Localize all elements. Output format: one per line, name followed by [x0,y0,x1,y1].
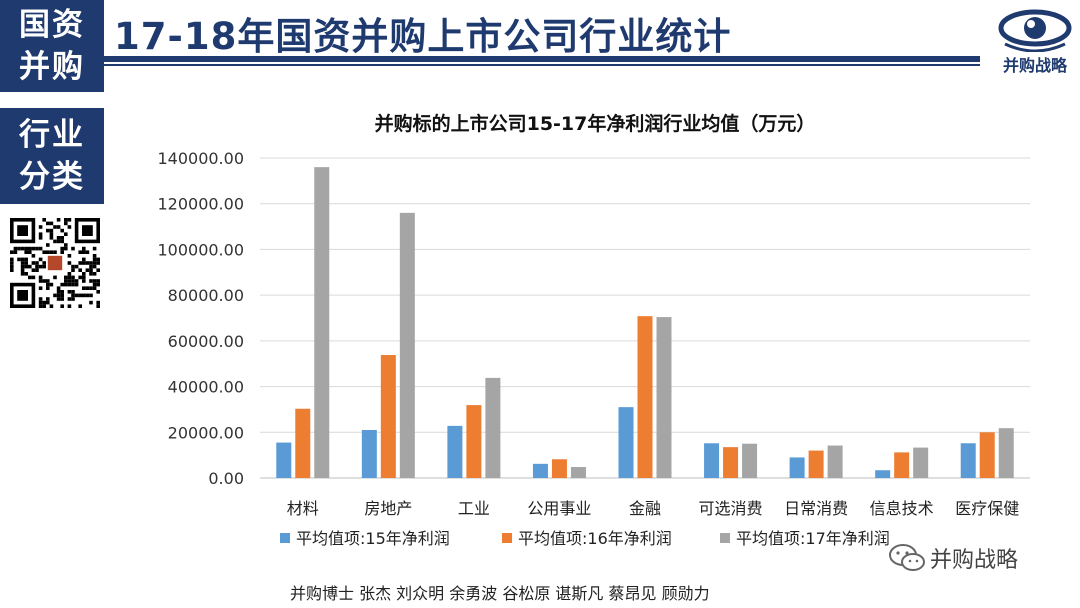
eye-icon [998,9,1072,53]
bar [570,467,586,478]
x-tick-label: 日常消费 [784,499,848,518]
x-tick-label: 房地产 [364,499,412,518]
bar [789,457,805,478]
legend-swatch [280,533,290,543]
x-tick-label: 金融 [629,499,661,518]
x-tick-label: 材料 [287,499,319,518]
bar [913,447,929,478]
bar [704,443,720,478]
wechat-watermark: 并购战略 [888,540,1058,574]
bar [979,432,995,478]
bar [637,316,653,478]
bar [618,407,634,478]
x-tick-label: 医疗保健 [955,499,1019,518]
bar [276,442,292,478]
tag-line: 并购 [19,49,85,85]
bar [380,355,396,478]
legend-swatch [502,533,512,543]
y-tick-label: 140000.00 [157,149,244,168]
title-underline-thin [104,64,980,66]
y-tick-label: 40000.00 [168,378,244,397]
tag-line: 行业 [19,117,85,153]
y-tick-label: 60000.00 [168,332,244,351]
title-underline [104,56,980,62]
bar [314,167,330,478]
y-tick-label: 100000.00 [157,240,244,259]
bar [808,450,824,478]
x-tick-label: 信息技术 [870,499,934,518]
bar [998,428,1014,478]
wechat-icon [889,544,925,571]
legend-label: 平均值项:15年净利润 [296,529,450,548]
tag-line: 国资 [19,7,85,43]
bar [875,470,891,478]
bar [723,447,739,478]
author-list: 并购博士 张杰 刘众明 余勇波 谷松原 谌斯凡 蔡昂见 顾勋力 [290,584,710,603]
x-tick-label: 工业 [458,499,490,518]
page-title: 17-18年国资并购上市公司行业统计 [114,15,732,58]
chart-title: 并购标的上市公司15-17年净利润行业均值（万元） [375,112,816,135]
tag-line: 分类 [19,159,85,195]
chart-canvas: 并购标的上市公司15-17年净利润行业均值（万元） 0.00 20000.00 400… [157,112,1030,548]
qr-code [10,218,100,308]
y-tick-label: 80000.00 [168,286,244,305]
y-tick-label: 0.00 [208,469,244,488]
x-tick-label: 公用事业 [527,499,591,518]
section-tag-state-ma: 国资 并购 [0,0,104,92]
bar [960,443,976,478]
bar [827,445,843,478]
bar [485,377,501,478]
section-tag-industry: 行业 分类 [0,108,104,204]
bar-chart: 并购标的上市公司15-17年净利润行业均值（万元） 0.00 20000.00 400… [140,100,1040,570]
x-tick-label: 可选消费 [699,499,763,518]
legend-label: 平均值项:16年净利润 [518,529,672,548]
bar [295,408,311,478]
bar [532,463,548,478]
brand-logo: 并购战略 [995,6,1075,76]
bar [894,452,910,478]
bar [656,317,672,478]
watermark-text: 并购战略 [930,548,1019,573]
logo-text: 并购战略 [1002,56,1067,75]
legend-label: 平均值项:17年净利润 [736,529,890,548]
bar [447,425,463,478]
legend-swatch [720,533,730,543]
bar [466,405,482,478]
y-tick-label: 120000.00 [157,195,244,214]
bar [361,430,377,478]
bar [551,459,567,478]
bar [399,212,415,478]
bar [742,443,758,478]
y-tick-label: 20000.00 [168,423,244,442]
